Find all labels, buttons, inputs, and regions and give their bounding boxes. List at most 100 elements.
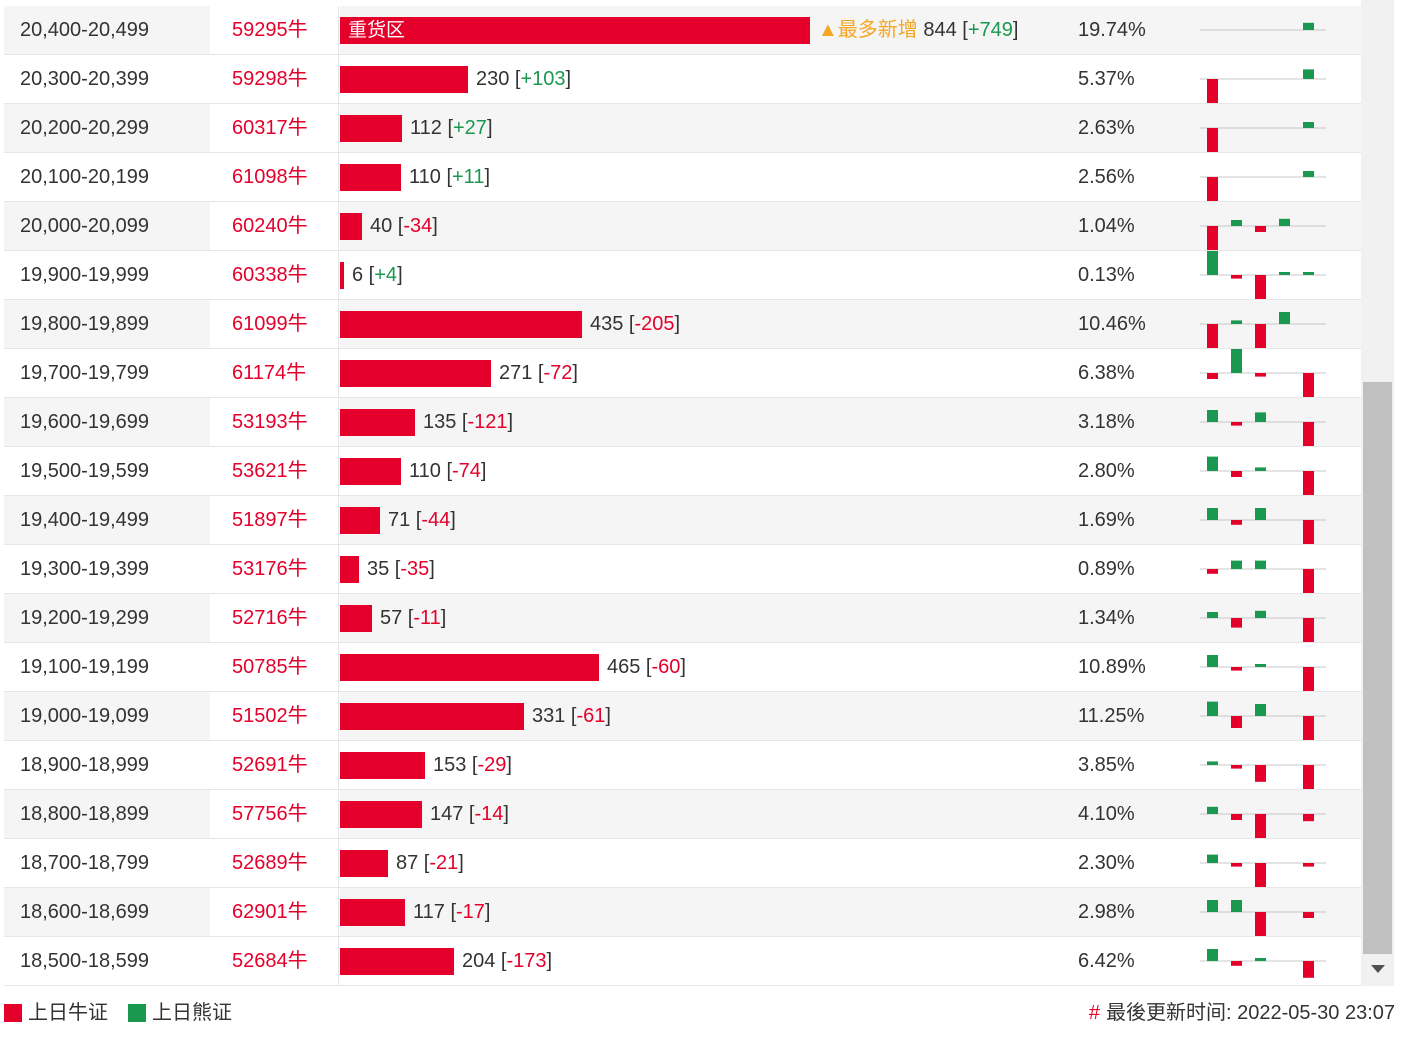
sparkline-bar (1207, 410, 1218, 422)
sparkline-bar (1231, 863, 1242, 867)
quantity-bracket: ] (674, 313, 681, 335)
quantity-change: -34 (403, 215, 433, 237)
quantity-bar (340, 899, 405, 926)
cbbc-code-link[interactable]: 53621牛 (210, 447, 340, 495)
price-range: 19,100-19,199 (20, 656, 150, 678)
quantity-bracket: ] (397, 264, 403, 286)
legend-bear: 上日熊证 (128, 996, 232, 1030)
sparkline-bar (1255, 610, 1266, 618)
cbbc-code-link[interactable]: 57756牛 (210, 790, 340, 838)
quantity-bar (340, 458, 401, 485)
price-range: 20,400-20,499 (20, 19, 150, 41)
column-divider (338, 888, 339, 936)
quantity-change: -173 (506, 950, 547, 972)
cbbc-code-link[interactable]: 60338牛 (210, 251, 340, 299)
quantity-bar (340, 605, 372, 632)
quantity-bar (340, 850, 388, 877)
quantity-text: 35 [-35] (367, 545, 435, 593)
quantity-change: -44 (421, 509, 451, 531)
sparkline-bar (1255, 958, 1266, 961)
quantity-count: 110 [ (409, 166, 452, 188)
quantity-bracket: ] (572, 362, 578, 384)
column-divider (338, 937, 339, 985)
column-divider (338, 104, 339, 152)
table-row: 19,200-19,299 52716牛 57 [-11] 1.34% (4, 594, 1361, 643)
quantity-count: 153 [ (433, 754, 478, 776)
cbbc-code-link[interactable]: 61099牛 (210, 300, 340, 348)
history-sparkline (1200, 122, 1326, 152)
quantity-text: 331 [-61] (532, 692, 611, 740)
quantity-text: 110 [+11] (409, 153, 490, 201)
quantity-bar (340, 654, 599, 681)
quantity-change: -29 (477, 754, 507, 776)
column-divider (338, 692, 339, 740)
quantity-count: 135 [ (423, 411, 468, 433)
cbbc-code-link[interactable]: 52716牛 (210, 594, 340, 642)
sparkline-bar (1255, 324, 1266, 348)
cbbc-code-link[interactable]: 60240牛 (210, 202, 340, 250)
cbbc-code-link[interactable]: 60317牛 (210, 104, 340, 152)
history-sparkline (1200, 560, 1326, 593)
quantity-bar (340, 409, 415, 436)
sparkline-bar (1303, 814, 1314, 822)
hash-icon: # (1088, 1002, 1100, 1024)
table-row: 19,500-19,599 53621牛 110 [-74] 2.80% (4, 447, 1361, 496)
history-sparkline (1200, 900, 1326, 936)
history-sparkline (1200, 655, 1326, 691)
sparkline-bar (1231, 900, 1242, 912)
cbbc-code-link[interactable]: 52689牛 (210, 839, 340, 887)
sparkline-bar (1303, 765, 1314, 789)
cbbc-code-link[interactable]: 51502牛 (210, 692, 340, 740)
cbbc-code-link[interactable]: 50785牛 (210, 643, 340, 691)
vertical-scrollbar[interactable] (1361, 0, 1394, 986)
quantity-count: 465 [ (607, 656, 652, 678)
scrollbar-thumb[interactable] (1363, 382, 1392, 954)
quantity-count: 230 [ (476, 68, 521, 90)
cbbc-code-link[interactable]: 61174牛 (210, 349, 340, 397)
column-divider (338, 839, 339, 887)
cbbc-code-link[interactable]: 51897牛 (210, 496, 340, 544)
history-sparkline (1200, 218, 1326, 250)
sparkline-bar (1231, 667, 1242, 671)
sparkline-bar (1279, 312, 1290, 324)
history-sparkline (1200, 410, 1326, 446)
table-row: 18,600-18,699 62901牛 117 [-17] 2.98% (4, 888, 1361, 937)
sparkline-bar (1207, 612, 1218, 618)
sparkline-bar (1207, 251, 1218, 275)
quantity-change: -72 (543, 362, 573, 384)
quantity-bar (340, 213, 362, 240)
history-sparkline (1200, 610, 1326, 642)
cbbc-code-link[interactable]: 52691牛 (210, 741, 340, 789)
table-row: 18,500-18,599 52684牛 204 [-173] 6.42% (4, 937, 1361, 986)
scroll-down-arrow-icon[interactable] (1361, 956, 1394, 982)
quantity-bar (340, 948, 454, 975)
cbbc-code-link[interactable]: 53193牛 (210, 398, 340, 446)
sparkline-bar (1303, 69, 1314, 79)
history-sparkline (1200, 456, 1326, 495)
price-range: 19,200-19,299 (20, 607, 150, 629)
sparkline-bar (1255, 508, 1266, 520)
legend-bull-label: 上日牛证 (28, 1002, 108, 1024)
cbbc-code-link[interactable]: 59295牛 (210, 6, 340, 54)
table-row: 19,600-19,699 53193牛 135 [-121] 3.18% (4, 398, 1361, 447)
cbbc-code-link[interactable]: 61098牛 (210, 153, 340, 201)
sparkline-bar (1207, 701, 1218, 716)
sparkline-bar (1255, 275, 1266, 299)
quantity-bracket: ] (546, 950, 553, 972)
cbbc-code-link[interactable]: 62901牛 (210, 888, 340, 936)
price-range: 18,900-18,999 (20, 754, 150, 776)
quantity-text: 153 [-29] (433, 741, 512, 789)
quantity-count: 844 [ (923, 19, 968, 41)
sparkline-bar (1303, 618, 1314, 642)
sparkline-bar (1207, 508, 1218, 520)
quantity-text: 135 [-121] (423, 398, 513, 446)
cbbc-code-link[interactable]: 53176牛 (210, 545, 340, 593)
price-range: 20,100-20,199 (20, 166, 150, 188)
sparkline-bar (1231, 560, 1242, 569)
quantity-change: +27 (453, 117, 487, 139)
cbbc-distribution-table: 20,400-20,499 59295牛 重货区 ▲最多新增 844 [+749] 19… (4, 6, 1361, 986)
footer: 上日牛证 上日熊证 # 最後更新时间: 2022-05-30 23:07 (0, 996, 1405, 1030)
cbbc-code-link[interactable]: 52684牛 (210, 937, 340, 985)
sparkline-bar (1303, 122, 1314, 128)
cbbc-code-link[interactable]: 59298牛 (210, 55, 340, 103)
